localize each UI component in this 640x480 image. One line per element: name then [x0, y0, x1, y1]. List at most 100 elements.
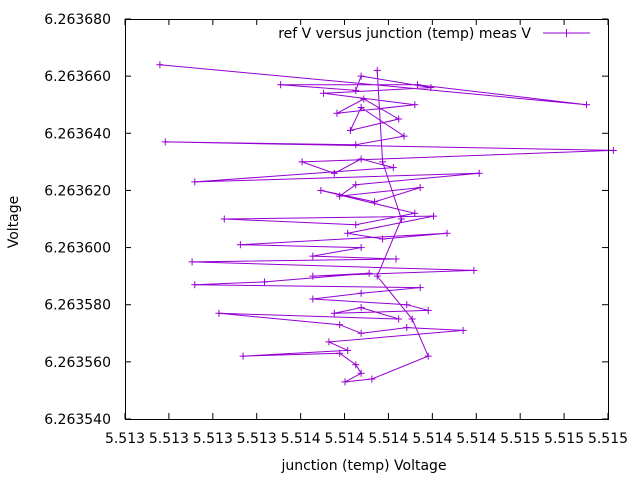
- y-axis-label: Voltage: [6, 196, 22, 249]
- data-point: [352, 221, 360, 229]
- data-point: [365, 269, 373, 277]
- data-point: [357, 329, 365, 337]
- legend: ref V versus junction (temp) meas V: [278, 26, 590, 42]
- axes: 5.513 5.513 5.513 5.513 5.514 5.514 5.514 5.514…: [44, 12, 628, 447]
- data-point: [373, 272, 381, 280]
- data-point: [416, 184, 424, 192]
- data-point: [330, 309, 338, 317]
- y-tick-label: 6.263600: [44, 241, 111, 257]
- data-point: [424, 352, 432, 360]
- data-point: [357, 104, 365, 112]
- y-tick-label: 6.263660: [44, 69, 111, 85]
- data-point: [333, 109, 341, 117]
- data-point: [475, 169, 483, 177]
- data-point: [346, 126, 354, 134]
- data-point: [413, 81, 421, 89]
- data-point: [360, 95, 368, 103]
- data-point: [357, 244, 365, 252]
- data-point: [309, 295, 317, 303]
- x-tick-label: 5.513: [149, 431, 189, 447]
- x-tick-label: 5.514: [412, 431, 452, 447]
- y-tick-label: 6.263680: [44, 12, 111, 28]
- data-point: [320, 89, 328, 97]
- data-point: [357, 155, 365, 163]
- data-point: [344, 229, 352, 237]
- data-point: [397, 215, 405, 223]
- data-point: [309, 272, 317, 280]
- data-point: [357, 289, 365, 297]
- y-tick-label: 6.263540: [44, 412, 111, 428]
- data-point: [239, 352, 247, 360]
- x-tick-label: 5.514: [324, 431, 364, 447]
- data-point: [583, 101, 591, 109]
- y-tick-label: 6.263640: [44, 126, 111, 142]
- legend-label: ref V versus junction (temp) meas V: [278, 26, 531, 42]
- data-point: [470, 266, 478, 274]
- data-point: [430, 212, 438, 220]
- data-point: [344, 346, 352, 354]
- data-point: [341, 378, 349, 386]
- data-point: [424, 306, 432, 314]
- data-point: [352, 86, 360, 94]
- data-point: [403, 301, 411, 309]
- x-tick-label: 5.514: [368, 431, 408, 447]
- data-point: [368, 375, 376, 383]
- data-point: [261, 278, 269, 286]
- x-tick-label: 5.514: [281, 431, 321, 447]
- data-point: [371, 198, 379, 206]
- data-point: [379, 235, 387, 243]
- x-axis-label: junction (temp) Voltage: [280, 458, 446, 474]
- data-point: [188, 258, 196, 266]
- data-point: [408, 315, 416, 323]
- data-point: [156, 61, 164, 69]
- data-point: [395, 315, 403, 323]
- x-tick-label: 5.515: [500, 431, 540, 447]
- series-layer: [156, 61, 617, 386]
- x-tick-label: 5.513: [237, 431, 277, 447]
- data-point: [427, 84, 435, 92]
- data-point: [336, 321, 344, 329]
- data-point: [236, 241, 244, 249]
- data-point: [336, 349, 344, 357]
- data-point: [357, 369, 365, 377]
- data-point: [403, 324, 411, 332]
- legend-marker: [562, 29, 571, 37]
- data-point: [161, 138, 169, 146]
- data-point: [220, 215, 228, 223]
- data-point: [352, 361, 360, 369]
- data-point: [411, 101, 419, 109]
- data-point: [317, 186, 325, 194]
- data-point: [298, 158, 306, 166]
- series-line: [159, 64, 614, 383]
- data-point: [191, 281, 199, 289]
- data-point: [443, 229, 451, 237]
- data-point: [389, 164, 397, 172]
- x-tick-label: 5.513: [105, 431, 145, 447]
- plot-frame: [125, 19, 609, 420]
- data-point: [309, 252, 317, 260]
- data-point: [411, 209, 419, 217]
- data-point: [416, 284, 424, 292]
- data-point: [379, 158, 387, 166]
- data-point: [357, 304, 365, 312]
- x-tick-label: 5.513: [193, 431, 233, 447]
- data-point: [392, 255, 400, 263]
- data-point: [277, 81, 285, 89]
- x-tick-label: 5.515: [544, 431, 584, 447]
- data-point: [336, 192, 344, 200]
- data-point: [325, 338, 333, 346]
- data-point: [609, 146, 617, 154]
- y-tick-label: 6.263560: [44, 355, 111, 371]
- data-point: [352, 141, 360, 149]
- data-point: [357, 72, 365, 80]
- data-point: [215, 309, 223, 317]
- y-tick-label: 6.263580: [44, 298, 111, 314]
- y-tick-label: 6.263620: [44, 183, 111, 199]
- data-point: [400, 132, 408, 140]
- x-tick-label: 5.514: [456, 431, 496, 447]
- data-point: [395, 115, 403, 123]
- data-point: [459, 326, 467, 334]
- data-point: [191, 178, 199, 186]
- data-point: [352, 181, 360, 189]
